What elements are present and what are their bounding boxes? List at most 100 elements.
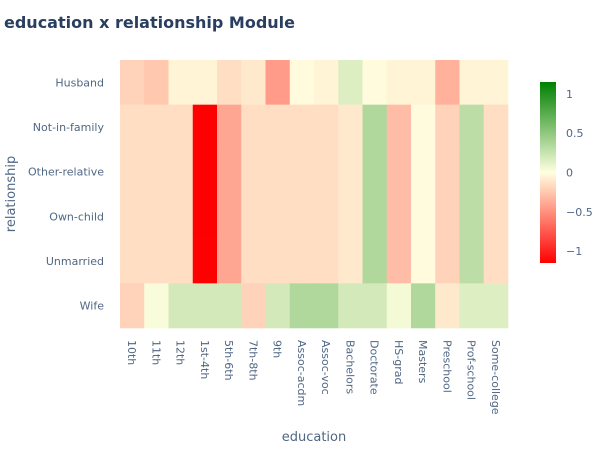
heatmap-cell-other-relative-7th-8th bbox=[241, 149, 266, 195]
heatmap-cell-own-child-assoc-voc bbox=[314, 194, 339, 239]
heatmap-cell-husband-bachelors bbox=[338, 60, 363, 105]
heatmap-cell-wife-hs-grad bbox=[386, 283, 412, 329]
heatmap-cell-other-relative-11th bbox=[144, 149, 169, 195]
heatmap-cell-unmarried-hs-grad bbox=[386, 238, 412, 284]
x-tick-label: 10th bbox=[125, 340, 138, 365]
heatmap-cell-not-in-family-9th bbox=[265, 104, 291, 150]
heatmap-cell-not-in-family-7th-8th bbox=[241, 104, 266, 150]
heatmap-cell-husband-doctorate bbox=[362, 60, 388, 105]
heatmap-cell-wife-assoc-voc bbox=[314, 283, 339, 329]
heatmap-cell-own-child-1st-4th bbox=[192, 194, 218, 239]
heatmap-cell-wife-prof-school bbox=[459, 283, 485, 329]
heatmap-cell-husband-masters bbox=[411, 60, 436, 105]
heatmap-cell-own-child-11th bbox=[144, 194, 169, 239]
heatmap-cell-unmarried-masters bbox=[411, 238, 436, 284]
x-tick-label: Doctorate bbox=[368, 340, 381, 395]
heatmap-cell-unmarried-5th-6th bbox=[217, 238, 242, 284]
heatmap-cell-husband-prof-school bbox=[459, 60, 485, 105]
heatmap-cell-own-child-bachelors bbox=[338, 194, 363, 239]
x-tick-label: Assoc-acdm bbox=[295, 340, 308, 406]
heatmap-cell-wife-12th bbox=[168, 283, 194, 329]
heatmap-cell-wife-5th-6th bbox=[217, 283, 242, 329]
heatmap-cell-not-in-family-doctorate bbox=[362, 104, 388, 150]
heatmap-cell-husband-11th bbox=[144, 60, 169, 105]
heatmap-cell-husband-10th bbox=[120, 60, 145, 105]
heatmap-cell-husband-some-college bbox=[483, 60, 509, 105]
heatmap-cell-unmarried-7th-8th bbox=[241, 238, 266, 284]
heatmap-cell-wife-7th-8th bbox=[241, 283, 266, 329]
heatmap-cell-wife-11th bbox=[144, 283, 169, 329]
chart-title: education x relationship Module bbox=[4, 13, 295, 32]
heatmap-cell-husband-1st-4th bbox=[192, 60, 218, 105]
heatmap-cell-other-relative-12th bbox=[168, 149, 194, 195]
heatmap-cell-not-in-family-10th bbox=[120, 104, 145, 150]
heatmap-cells bbox=[120, 60, 509, 329]
heatmap-cell-other-relative-preschool bbox=[435, 149, 460, 195]
heatmap-cell-husband-hs-grad bbox=[386, 60, 412, 105]
x-tick-labels: 10th 11th 12th 1st-4th 5th-6th 7th-8th 9th Asso… bbox=[125, 340, 502, 415]
heatmap-cell-other-relative-masters bbox=[411, 149, 436, 195]
heatmap-cell-other-relative-assoc-voc bbox=[314, 149, 339, 195]
heatmap-cell-own-child-assoc-acdm bbox=[289, 194, 315, 239]
heatmap-cell-not-in-family-some-college bbox=[483, 104, 509, 150]
heatmap-cell-unmarried-doctorate bbox=[362, 238, 388, 284]
heatmap-cell-husband-9th bbox=[265, 60, 291, 105]
x-tick-label: 9th bbox=[271, 340, 284, 358]
colorbar bbox=[540, 82, 556, 263]
heatmap-cell-unmarried-assoc-voc bbox=[314, 238, 339, 284]
heatmap-cell-not-in-family-bachelors bbox=[338, 104, 363, 150]
heatmap-cell-wife-preschool bbox=[435, 283, 460, 329]
heatmap-cell-husband-5th-6th bbox=[217, 60, 242, 105]
heatmap-cell-husband-7th-8th bbox=[241, 60, 266, 105]
heatmap-cell-unmarried-12th bbox=[168, 238, 194, 284]
x-tick-label: 5th-6th bbox=[222, 340, 235, 381]
heatmap-cell-own-child-doctorate bbox=[362, 194, 388, 239]
heatmap-cell-not-in-family-masters bbox=[411, 104, 436, 150]
heatmap-cell-own-child-9th bbox=[265, 194, 291, 239]
heatmap-cell-other-relative-10th bbox=[120, 149, 145, 195]
heatmap-cell-other-relative-assoc-acdm bbox=[289, 149, 315, 195]
heatmap-cell-own-child-some-college bbox=[483, 194, 509, 239]
heatmap-cell-not-in-family-assoc-acdm bbox=[289, 104, 315, 150]
y-tick-label: Own-child bbox=[49, 210, 104, 223]
heatmap-cell-unmarried-11th bbox=[144, 238, 169, 284]
heatmap-cell-wife-doctorate bbox=[362, 283, 388, 329]
heatmap-cell-not-in-family-hs-grad bbox=[386, 104, 412, 150]
heatmap-cell-unmarried-preschool bbox=[435, 238, 460, 284]
x-tick-label: Masters bbox=[416, 340, 429, 384]
heatmap-cell-not-in-family-prof-school bbox=[459, 104, 485, 150]
x-tick-label: Preschool bbox=[440, 340, 453, 393]
colorbar-ticks: 1 0.5 0 −0.5 −1 bbox=[566, 88, 593, 258]
heatmap-cell-wife-assoc-acdm bbox=[289, 283, 315, 329]
heatmap-cell-wife-10th bbox=[120, 283, 145, 329]
heatmap-cell-wife-9th bbox=[265, 283, 291, 329]
x-tick-label: 12th bbox=[174, 340, 187, 365]
y-tick-label: Not-in-family bbox=[33, 121, 105, 134]
heatmap-cell-not-in-family-assoc-voc bbox=[314, 104, 339, 150]
heatmap-cell-own-child-12th bbox=[168, 194, 194, 239]
heatmap-cell-other-relative-9th bbox=[265, 149, 291, 195]
heatmap-cell-not-in-family-12th bbox=[168, 104, 194, 150]
heatmap-cell-husband-12th bbox=[168, 60, 194, 105]
heatmap-cell-other-relative-hs-grad bbox=[386, 149, 412, 195]
heatmap-cell-wife-some-college bbox=[483, 283, 509, 329]
heatmap-cell-other-relative-doctorate bbox=[362, 149, 388, 195]
heatmap-cell-own-child-10th bbox=[120, 194, 145, 239]
heatmap-cell-unmarried-prof-school bbox=[459, 238, 485, 284]
colorbar-tick-label: 0 bbox=[566, 167, 573, 180]
x-tick-label: HS-grad bbox=[392, 340, 405, 384]
heatmap-cell-wife-bachelors bbox=[338, 283, 363, 329]
heatmap-cell-other-relative-some-college bbox=[483, 149, 509, 195]
heatmap-cell-own-child-hs-grad bbox=[386, 194, 412, 239]
heatmap-cell-not-in-family-11th bbox=[144, 104, 169, 150]
y-tick-labels: Husband Not-in-family Other-relative Own-ch… bbox=[28, 76, 104, 312]
colorbar-tick-label: 1 bbox=[566, 88, 573, 101]
y-tick-label: Unmarried bbox=[46, 255, 104, 268]
heatmap-cell-wife-masters bbox=[411, 283, 436, 329]
heatmap-cell-other-relative-prof-school bbox=[459, 149, 485, 195]
y-tick-label: Wife bbox=[80, 300, 105, 313]
y-tick-label: Husband bbox=[55, 76, 104, 89]
heatmap-cell-unmarried-some-college bbox=[483, 238, 509, 284]
heatmap-cell-wife-1st-4th bbox=[192, 283, 218, 329]
